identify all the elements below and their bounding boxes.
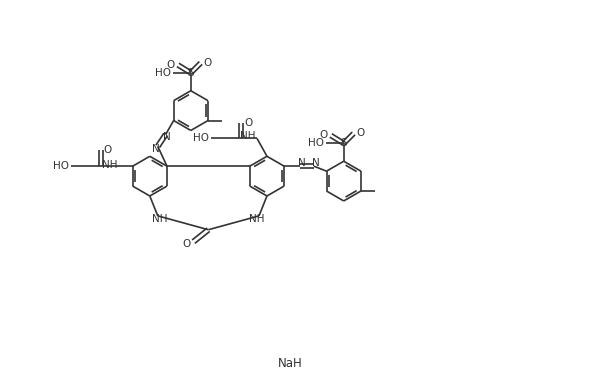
Text: HO: HO (308, 139, 324, 148)
Text: O: O (356, 128, 365, 139)
Text: NaH: NaH (278, 357, 302, 370)
Text: HO: HO (155, 68, 171, 78)
Text: O: O (320, 130, 328, 140)
Text: NH: NH (249, 214, 265, 224)
Text: HO: HO (193, 133, 210, 144)
Text: O: O (244, 118, 252, 128)
Text: NH: NH (152, 214, 167, 224)
Text: HO: HO (53, 161, 69, 171)
Text: S: S (188, 68, 194, 78)
Text: N: N (152, 144, 159, 154)
Text: NH: NH (240, 132, 255, 141)
Text: NH: NH (102, 160, 118, 170)
Text: N: N (312, 158, 320, 168)
Text: S: S (340, 139, 347, 148)
Text: O: O (104, 146, 112, 155)
Text: N: N (298, 158, 306, 168)
Text: O: O (183, 239, 191, 249)
Text: O: O (203, 58, 212, 68)
Text: N: N (163, 132, 170, 142)
Text: O: O (167, 60, 175, 70)
